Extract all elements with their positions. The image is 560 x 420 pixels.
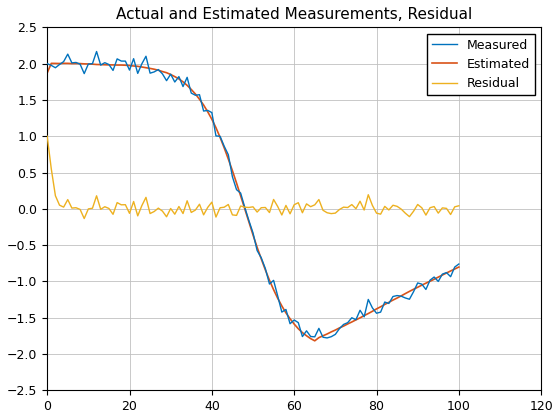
Measured <box>44 61 50 66</box>
Measured <box>340 322 347 327</box>
Residual <box>44 134 50 139</box>
Measured <box>295 320 302 325</box>
Line: Estimated: Estimated <box>47 63 459 341</box>
Line: Measured: Measured <box>47 52 459 338</box>
Estimated <box>60 61 67 66</box>
Residual <box>336 207 343 212</box>
Residual <box>73 205 80 210</box>
Residual <box>455 203 462 208</box>
Line: Residual: Residual <box>47 136 459 218</box>
Legend: Measured, Estimated, Residual: Measured, Estimated, Residual <box>427 34 535 95</box>
Residual <box>151 209 157 214</box>
Measured <box>151 69 157 74</box>
Estimated <box>340 323 347 328</box>
Estimated <box>151 67 157 72</box>
Estimated <box>361 313 367 318</box>
Measured <box>93 49 100 54</box>
Estimated <box>455 265 462 270</box>
Estimated <box>77 61 83 66</box>
Measured <box>455 262 462 267</box>
Residual <box>237 203 244 208</box>
Residual <box>81 216 87 221</box>
Residual <box>357 199 363 204</box>
Measured <box>73 60 80 65</box>
Estimated <box>311 338 318 343</box>
Measured <box>237 191 244 196</box>
Measured <box>324 336 330 341</box>
Measured <box>361 314 367 319</box>
Estimated <box>237 194 244 199</box>
Residual <box>295 200 302 205</box>
Title: Actual and Estimated Measurements, Residual: Actual and Estimated Measurements, Resid… <box>116 7 472 22</box>
Estimated <box>44 71 50 76</box>
Estimated <box>295 326 302 331</box>
